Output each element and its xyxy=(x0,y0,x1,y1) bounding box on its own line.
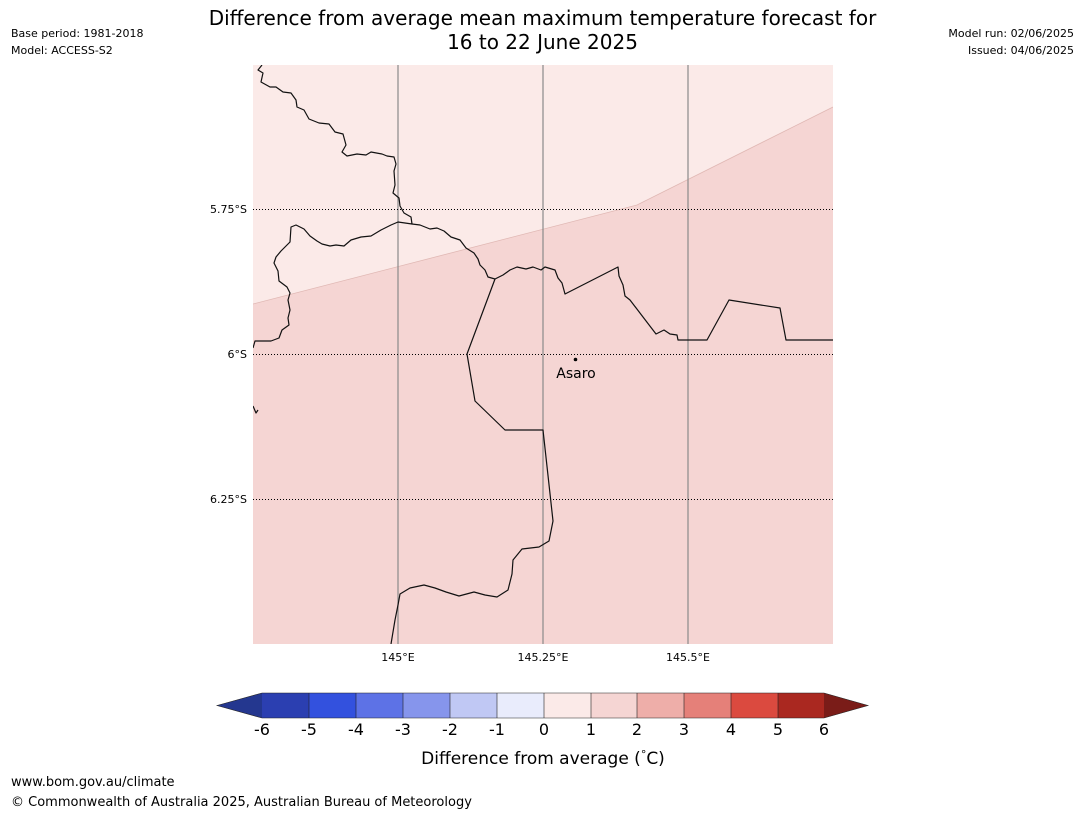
metadata-right: Model run: 02/06/2025 Issued: 04/06/2025 xyxy=(948,25,1074,59)
colorbar-bin xyxy=(731,693,778,718)
lat-label-6: 6°S xyxy=(228,348,247,361)
colorbar-separators xyxy=(215,692,870,719)
colorbar-title-prefix: Difference from average ( xyxy=(421,749,641,769)
footer-copyright: © Commonwealth of Australia 2025, Austra… xyxy=(11,795,472,810)
boundary-fragment-west xyxy=(253,405,259,414)
colorbar-bin xyxy=(778,693,824,718)
lon-label-145-5: 145.5°E xyxy=(666,651,710,664)
colorbar-bin xyxy=(684,693,731,718)
colorbar-tick-label: 0 xyxy=(539,720,549,739)
map-area: Asaro xyxy=(253,65,833,644)
colorbar-bin xyxy=(591,693,637,718)
colorbar-bin xyxy=(544,693,591,718)
asaro-label: Asaro xyxy=(556,366,595,382)
page-title: Difference from average mean maximum tem… xyxy=(0,6,1085,54)
model-text: Model: ACCESS-S2 xyxy=(11,44,113,57)
colorbar-tick-label: 6 xyxy=(819,720,829,739)
asaro-marker xyxy=(573,357,578,362)
lat-label-5-75: 5.75°S xyxy=(210,203,247,216)
colorbar-title-degree: ° xyxy=(641,748,647,761)
province-boundaries xyxy=(253,65,833,644)
colorbar-tick-label: -4 xyxy=(348,720,364,739)
colorbar-title: Difference from average (°C) xyxy=(421,748,665,769)
boundary-north-central xyxy=(411,223,833,341)
base-period-text: Base period: 1981-2018 xyxy=(11,27,144,40)
footer-url: www.bom.gov.au/climate xyxy=(11,775,175,790)
boundary-south xyxy=(390,278,554,644)
colorbar-bin xyxy=(450,693,497,718)
colorbar-title-suffix: C) xyxy=(646,749,665,769)
colorbar-bin xyxy=(637,693,684,718)
metadata-left: Base period: 1981-2018 Model: ACCESS-S2 xyxy=(11,25,143,59)
colorbar-bin xyxy=(309,693,356,718)
title-line-2: 16 to 22 June 2025 xyxy=(447,30,638,54)
colorbar-bin xyxy=(403,693,450,718)
colorbar-tick-label: 4 xyxy=(726,720,736,739)
colorbar-tick-label: 5 xyxy=(773,720,783,739)
colorbar-extend-low xyxy=(217,693,262,718)
colorbar-tick-label: -1 xyxy=(489,720,505,739)
title-line-1: Difference from average mean maximum tem… xyxy=(208,6,877,30)
colorbar-bin xyxy=(262,693,309,718)
colorbar-tick-label: 2 xyxy=(632,720,642,739)
colorbar-tick-label: -3 xyxy=(395,720,411,739)
contour-line xyxy=(253,106,833,305)
colorbar-bin xyxy=(356,693,403,718)
colorbar-tick-label: 3 xyxy=(679,720,689,739)
colorbar-tick-label: -2 xyxy=(442,720,458,739)
colorbar: -6 -5 -4 -3 -2 -1 0 1 2 3 4 5 6 Differen… xyxy=(215,692,870,769)
lon-label-145: 145°E xyxy=(381,651,414,664)
lon-label-145-25: 145.25°E xyxy=(518,651,569,664)
issued-text: Issued: 04/06/2025 xyxy=(967,44,1074,57)
colorbar-tick-label: -5 xyxy=(301,720,317,739)
colorbar-tick-label: 1 xyxy=(586,720,596,739)
colorbar-extend-high xyxy=(824,693,868,718)
model-run-text: Model run: 02/06/2025 xyxy=(948,27,1074,40)
colorbar-bin xyxy=(497,693,544,718)
colorbar-tick-label: -6 xyxy=(254,720,270,739)
lat-label-6-25: 6.25°S xyxy=(210,493,247,506)
